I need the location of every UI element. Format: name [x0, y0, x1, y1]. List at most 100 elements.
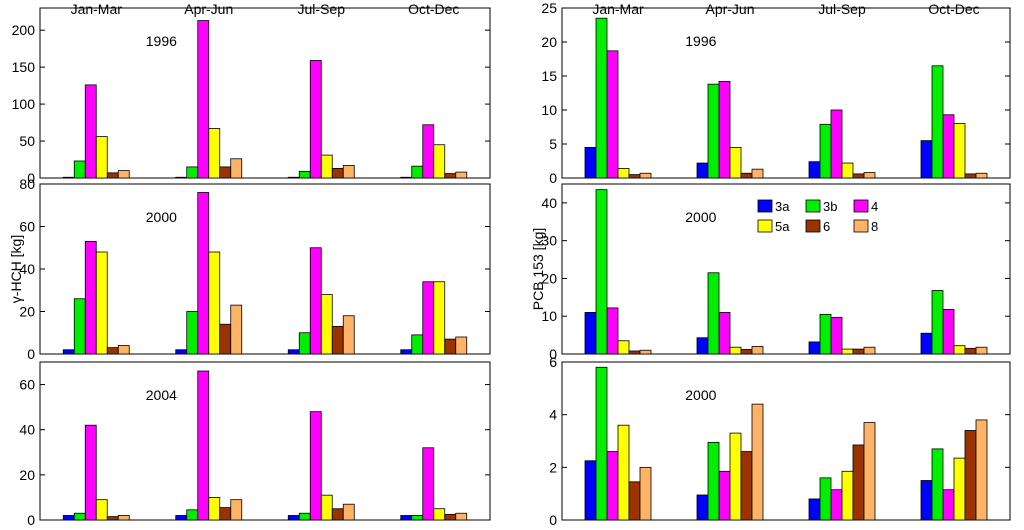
- bar-3a: [584, 312, 597, 355]
- bar-3b: [931, 448, 944, 521]
- bar-4: [197, 192, 210, 355]
- bar-3a: [62, 349, 75, 355]
- bar-6: [219, 507, 232, 521]
- bar-3a: [62, 176, 75, 179]
- bar-8: [455, 171, 468, 179]
- bar-8: [863, 172, 876, 179]
- plot-frame: [39, 361, 491, 521]
- bar-4: [830, 316, 843, 355]
- y-tick-label: 20: [19, 467, 35, 483]
- bar-3b: [819, 123, 832, 179]
- bar-5a: [433, 508, 446, 521]
- bar-3a: [584, 460, 597, 521]
- bar-8: [117, 345, 130, 355]
- y-tick-label: 5: [549, 136, 557, 152]
- bar-4: [606, 307, 619, 355]
- bar-6: [331, 325, 344, 355]
- bar-5a: [617, 340, 630, 355]
- bar-8: [975, 172, 988, 179]
- bar-6: [740, 349, 753, 355]
- bar-5a: [953, 457, 966, 521]
- y-tick-label: 60: [19, 219, 35, 235]
- bar-3a: [808, 341, 821, 355]
- quarter-label: Jul-Sep: [298, 1, 346, 17]
- bar-4: [718, 312, 731, 355]
- bar-5a: [208, 497, 221, 521]
- bar-3a: [287, 349, 300, 355]
- bar-8: [639, 172, 652, 179]
- y-tick-label: 2: [549, 459, 557, 475]
- plot-frame: [561, 183, 1011, 355]
- bar-3a: [175, 515, 188, 521]
- year-label: 2000: [685, 209, 716, 225]
- bar-8: [863, 422, 876, 521]
- y-tick-label: 40: [19, 261, 35, 277]
- bar-8: [455, 512, 468, 521]
- bar-4: [422, 447, 435, 521]
- bar-8: [639, 349, 652, 355]
- bar-4: [718, 470, 731, 521]
- bar-4: [942, 309, 955, 355]
- quarter-label: Apr-Jun: [184, 1, 233, 17]
- bar-4: [84, 240, 97, 355]
- bar-6: [106, 347, 119, 355]
- bar-3a: [696, 162, 709, 179]
- bar-6: [628, 481, 641, 521]
- quarter-label: Jan-Mar: [71, 1, 123, 17]
- y-tick-label: 20: [19, 304, 35, 320]
- bar-3b: [73, 160, 86, 179]
- bar-3b: [707, 83, 720, 179]
- legend-label: 3a: [775, 199, 790, 214]
- bar-3b: [73, 298, 86, 355]
- bar-6: [628, 350, 641, 355]
- bar-3a: [920, 332, 933, 355]
- chart-panel: 0 5 10 15 20 25 1996: [541, 0, 1011, 186]
- bar-4: [309, 60, 322, 179]
- bar-6: [444, 338, 457, 355]
- bar-3a: [287, 515, 300, 521]
- year-label: 2004: [146, 387, 177, 403]
- chart-panel: 0 50 100 150 200 1996: [12, 7, 491, 186]
- bar-3b: [186, 509, 199, 521]
- bar-3a: [696, 494, 709, 521]
- bar-4: [942, 114, 955, 179]
- bar-5a: [433, 281, 446, 355]
- quarter-labels: Jan-Mar Apr-Jun Jul-Sep Oct-Dec Jan-Mar Apr-J…: [71, 1, 980, 17]
- bar-3b: [931, 65, 944, 179]
- plot-frame: [39, 7, 491, 179]
- bar-5a: [953, 345, 966, 355]
- bar-6: [219, 166, 232, 179]
- bar-5a: [433, 144, 446, 179]
- legend-swatch-4: [853, 199, 869, 213]
- bar-5a: [729, 432, 742, 521]
- bar-8: [455, 336, 468, 355]
- bar-5a: [95, 136, 108, 179]
- legend-swatch-5a: [757, 219, 773, 233]
- bar-4: [84, 84, 97, 179]
- bar-6: [331, 508, 344, 521]
- y-tick-label: 20: [541, 34, 557, 50]
- bar-6: [964, 173, 977, 179]
- bar-3a: [808, 498, 821, 521]
- bar-6: [444, 513, 457, 521]
- bar-5a: [320, 294, 333, 355]
- bar-5a: [729, 346, 742, 355]
- bar-3a: [400, 176, 413, 179]
- bar-3b: [931, 290, 944, 355]
- bar-3a: [175, 349, 188, 355]
- bar-3b: [819, 313, 832, 355]
- bar-4: [606, 50, 619, 179]
- y-tick-label: 200: [12, 22, 36, 38]
- bar-6: [852, 173, 865, 179]
- bar-5a: [729, 146, 742, 179]
- bar-3b: [595, 17, 608, 179]
- bar-5a: [95, 499, 108, 521]
- quarter-label: Oct-Dec: [928, 1, 979, 17]
- bar-8: [230, 499, 243, 521]
- bar-3a: [808, 161, 821, 179]
- bar-3b: [186, 311, 199, 355]
- legend-label: 5a: [775, 219, 790, 234]
- y-tick-label: 150: [12, 59, 36, 75]
- bar-6: [444, 173, 457, 179]
- bar-6: [740, 172, 753, 179]
